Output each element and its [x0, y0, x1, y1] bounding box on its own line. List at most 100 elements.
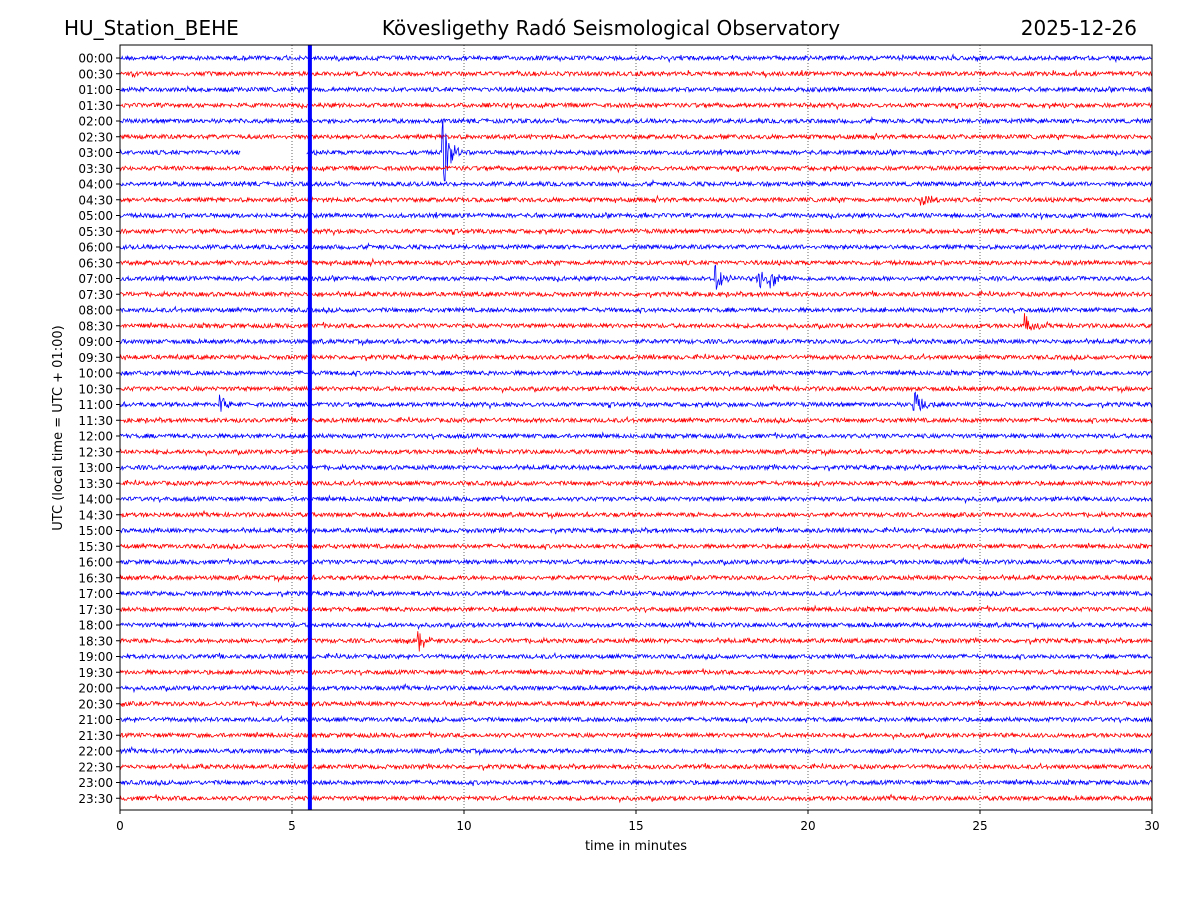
- trace-1300: [119, 463, 1153, 472]
- y-tick-label-2100: 21:00: [78, 713, 113, 727]
- trace-1500: [119, 525, 1153, 535]
- y-axis-label: UTC (local time = UTC + 01:00): [51, 325, 66, 530]
- y-tick-label-2030: 20:30: [78, 697, 113, 711]
- x-tick-label-30: 30: [1144, 819, 1159, 833]
- seismic-traces: [119, 53, 1153, 804]
- trace-2030: [119, 699, 1153, 708]
- y-tick-label-1230: 12:30: [78, 445, 113, 459]
- grid-lines: [291, 45, 981, 810]
- trace-0330: [119, 164, 1153, 174]
- y-tick-label-2330: 23:30: [78, 792, 113, 806]
- trace-1200: [119, 431, 1153, 441]
- trace-1430: [119, 509, 1152, 520]
- trace-1930: [119, 668, 1153, 677]
- trace-0830: [119, 313, 1153, 331]
- trace-0500: [119, 211, 1153, 221]
- y-tick-label-0300: 03:00: [78, 146, 113, 160]
- trace-0400: [119, 179, 1153, 188]
- trace-0730: [119, 289, 1153, 299]
- y-tick-label-2000: 20:00: [78, 682, 113, 696]
- trace-1530: [120, 542, 1153, 551]
- trace-2300: [119, 778, 1153, 787]
- y-tick-label-1600: 16:00: [78, 556, 113, 570]
- trace-0130: [119, 101, 1153, 111]
- x-tick-label-0: 0: [116, 819, 124, 833]
- y-tick-label-1930: 19:30: [78, 666, 113, 680]
- y-tick-label-0100: 01:00: [78, 83, 113, 97]
- trace-0930: [119, 352, 1153, 362]
- station-name: HU_Station_BEHE: [64, 16, 239, 40]
- trace-1700: [119, 589, 1153, 598]
- x-tick-label-10: 10: [456, 819, 471, 833]
- trace-0800: [119, 305, 1153, 315]
- y-tick-label-0200: 02:00: [78, 115, 113, 129]
- trace-0900: [119, 337, 1153, 347]
- x-tick-label-5: 5: [288, 819, 296, 833]
- y-tick-label-1430: 14:30: [78, 508, 113, 522]
- y-tick-label-1200: 12:00: [78, 430, 113, 444]
- trace-0700: [119, 264, 1153, 290]
- y-tick-label-0900: 09:00: [78, 335, 113, 349]
- trace-0200: [119, 116, 1153, 125]
- trace-1100: [119, 391, 1153, 412]
- trace-0430: [119, 194, 1153, 206]
- y-tick-label-2300: 23:00: [78, 776, 113, 790]
- trace-2100: [119, 714, 1153, 724]
- y-tick-label-1300: 13:00: [78, 461, 113, 475]
- trace-2130: [119, 731, 1153, 741]
- y-tick-label-0500: 05:00: [78, 209, 113, 223]
- trace-1730: [119, 604, 1153, 614]
- y-tick-label-1130: 11:30: [78, 414, 113, 428]
- trace-1600: [119, 557, 1153, 568]
- y-tick-label-0600: 06:00: [78, 241, 113, 255]
- y-tick-label-0730: 07:30: [78, 288, 113, 302]
- trace-0000: [119, 53, 1153, 64]
- trace-0630: [119, 257, 1153, 268]
- y-tick-label-0830: 08:30: [78, 319, 113, 333]
- y-tick-label-0700: 07:00: [78, 272, 113, 286]
- trace-2230: [119, 762, 1153, 771]
- y-tick-label-0130: 01:30: [78, 99, 113, 113]
- trace-2000: [119, 683, 1153, 694]
- trace-0530: [119, 227, 1153, 237]
- y-tick-label-0800: 08:00: [78, 304, 113, 318]
- trace-1630: [119, 573, 1153, 583]
- x-axis-label: time in minutes: [585, 839, 687, 854]
- trace-0600: [119, 242, 1153, 251]
- y-tick-label-0000: 00:00: [78, 52, 113, 66]
- y-tick-label-0930: 09:30: [78, 351, 113, 365]
- y-tick-label-1630: 16:30: [78, 571, 113, 585]
- y-tick-label-1730: 17:30: [78, 603, 113, 617]
- y-tick-label-1830: 18:30: [78, 634, 113, 648]
- y-tick-label-1100: 11:00: [78, 398, 113, 412]
- y-tick-label-1030: 10:30: [78, 382, 113, 396]
- trace-2330: [119, 793, 1153, 804]
- x-tick-label-15: 15: [628, 819, 643, 833]
- y-tick-label-2200: 22:00: [78, 745, 113, 759]
- y-tick-label-2130: 21:30: [78, 729, 113, 743]
- trace-2200: [119, 746, 1153, 756]
- y-tick-label-2230: 22:30: [78, 760, 113, 774]
- y-tick-label-0530: 05:30: [78, 225, 113, 239]
- observatory-title: Kövesligethy Radó Seismological Observat…: [382, 16, 840, 40]
- y-tick-label-0230: 02:30: [78, 130, 113, 144]
- y-tick-label-1400: 14:00: [78, 493, 113, 507]
- trace-1230: [119, 446, 1153, 457]
- x-axis-ticks: 0 5 10 15 20 25 30: [116, 810, 1160, 833]
- trace-1400: [119, 494, 1152, 505]
- trace-1000: [119, 369, 1152, 378]
- trace-1900: [119, 651, 1153, 661]
- y-tick-label-0630: 06:30: [78, 256, 113, 270]
- y-tick-label-1530: 15:30: [78, 540, 113, 554]
- trace-0230: [119, 132, 1153, 141]
- y-tick-label-1000: 10:00: [78, 367, 113, 381]
- x-tick-label-20: 20: [800, 819, 815, 833]
- y-tick-label-0400: 04:00: [78, 178, 113, 192]
- trace-1800: [119, 620, 1153, 631]
- trace-0030: [119, 69, 1153, 79]
- y-tick-label-1900: 19:00: [78, 650, 113, 664]
- y-tick-label-0030: 00:30: [78, 67, 113, 81]
- plot-date: 2025-12-26: [1021, 16, 1137, 40]
